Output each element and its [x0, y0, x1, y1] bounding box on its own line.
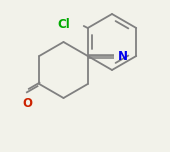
Text: N: N — [118, 50, 128, 62]
Text: Cl: Cl — [57, 17, 70, 31]
Text: O: O — [22, 97, 32, 110]
